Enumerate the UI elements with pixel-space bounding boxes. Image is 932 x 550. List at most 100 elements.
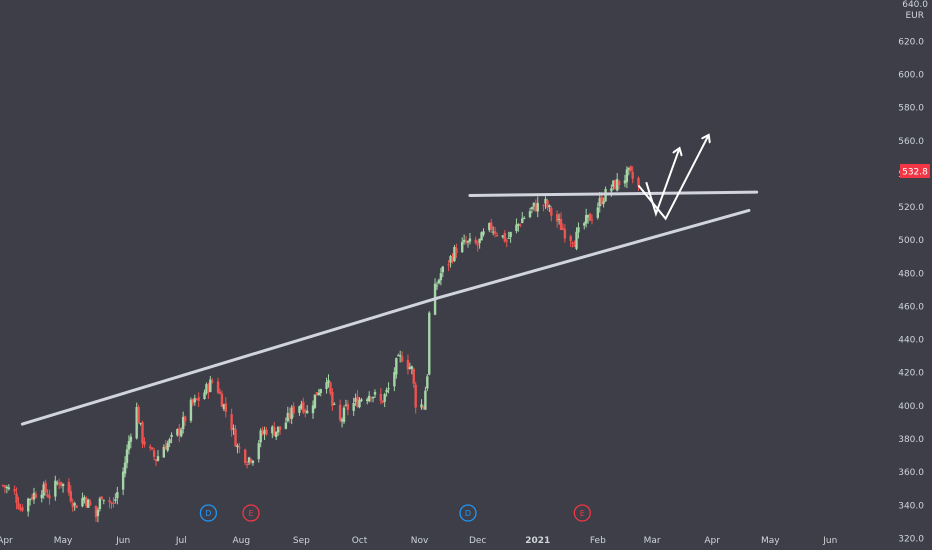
- candle-body: [408, 367, 412, 369]
- candle-body: [393, 372, 396, 387]
- candle-body: [273, 426, 276, 436]
- candle-body: [360, 399, 363, 401]
- candle-body: [447, 264, 450, 266]
- candle-body: [519, 224, 522, 226]
- candle-body: [358, 399, 361, 408]
- candle-body: [67, 482, 71, 493]
- candle-body: [615, 179, 619, 191]
- price-tick-label: 380.0: [898, 435, 924, 445]
- price-tick-label: 460.0: [898, 302, 924, 312]
- dividend-marker-circle[interactable]: [199, 504, 218, 522]
- candle-body: [559, 218, 563, 230]
- candle-body: [112, 502, 115, 504]
- candle-body: [381, 400, 384, 403]
- candle-body: [69, 491, 73, 502]
- candle-body: [493, 231, 497, 234]
- candle-body: [627, 167, 631, 170]
- time-axis-label: Feb: [590, 536, 606, 546]
- time-axis-label: Nov: [411, 536, 429, 546]
- time-axis-label: Jul: [175, 536, 187, 546]
- candle-body: [435, 285, 439, 287]
- candle-body: [243, 449, 247, 464]
- dividend-marker-circle[interactable]: [459, 504, 477, 522]
- candle-body: [329, 382, 332, 394]
- candle-body: [216, 381, 220, 393]
- candle-body: [333, 403, 336, 405]
- time-axis-label: Apr: [704, 536, 720, 546]
- candle-body: [575, 231, 578, 249]
- last-price-badge: [900, 164, 930, 178]
- earnings-marker-circle[interactable]: [573, 504, 591, 522]
- candle-body: [108, 500, 111, 503]
- candle-body: [197, 397, 200, 401]
- candle-body: [236, 445, 239, 448]
- candle-body: [121, 471, 125, 490]
- candle-body: [123, 462, 127, 474]
- candle-body: [305, 410, 309, 414]
- candle-body: [555, 214, 559, 222]
- candle-body: [7, 487, 11, 490]
- candle-body: [48, 495, 51, 499]
- candle-body: [234, 429, 237, 447]
- candle-body: [94, 505, 98, 518]
- candle-body: [170, 434, 173, 438]
- candle-body: [149, 446, 152, 448]
- candle-body: [453, 247, 456, 262]
- candle-body: [125, 449, 129, 464]
- candle-body: [290, 407, 293, 419]
- candle-body: [385, 389, 388, 393]
- candle-body: [439, 273, 443, 281]
- candle-body: [503, 233, 507, 242]
- candle-body: [410, 366, 414, 369]
- candle-body: [102, 499, 105, 501]
- price-tick-label: 620.0: [898, 37, 924, 47]
- candle-body: [344, 404, 348, 406]
- candle-body: [251, 460, 255, 464]
- candle-body: [100, 496, 104, 500]
- candle-body: [406, 359, 410, 370]
- candle-body: [542, 204, 545, 206]
- candle-body: [59, 481, 63, 486]
- candle-body: [209, 379, 212, 392]
- candle-body: [515, 224, 518, 232]
- candle-body: [369, 397, 373, 399]
- candle-body: [478, 238, 481, 244]
- candle-body: [474, 239, 477, 244]
- candle-body: [116, 492, 119, 499]
- candle-body: [98, 498, 102, 510]
- candle-body: [490, 222, 493, 230]
- earnings-marker-letter: E: [248, 509, 253, 518]
- price-tick-label: 320.0: [898, 534, 924, 544]
- candle-body: [276, 426, 280, 433]
- candle-body: [637, 177, 640, 186]
- candle-body: [3, 485, 7, 488]
- candle-body: [400, 356, 404, 362]
- time-axis-label: Dec: [469, 536, 486, 546]
- candle-body: [522, 217, 526, 219]
- candle-body: [466, 241, 470, 243]
- dividend-marker-letter: D: [465, 509, 471, 518]
- candle-body: [292, 406, 295, 414]
- candle-body: [191, 399, 195, 404]
- candle-body: [557, 219, 561, 221]
- candle-body: [249, 459, 253, 463]
- price-tick-label: 500.0: [898, 236, 924, 246]
- candle-body: [491, 231, 495, 233]
- candle-body: [379, 393, 383, 401]
- time-axis-label: Jun: [822, 536, 837, 546]
- candle-body: [75, 505, 78, 509]
- price-tick-label: 340.0: [898, 501, 924, 511]
- time-axis-label: May: [761, 536, 780, 546]
- candle-body: [623, 180, 627, 184]
- candle-body: [34, 494, 38, 498]
- candle-body: [154, 459, 158, 462]
- earnings-marker-letter: E: [580, 509, 585, 518]
- candle-body: [263, 429, 266, 435]
- candle-body: [600, 196, 603, 205]
- candle-body: [211, 381, 214, 383]
- candle-body: [21, 507, 24, 511]
- candle-body: [17, 503, 20, 509]
- earnings-marker-circle[interactable]: [242, 504, 260, 522]
- candle-body: [534, 203, 538, 212]
